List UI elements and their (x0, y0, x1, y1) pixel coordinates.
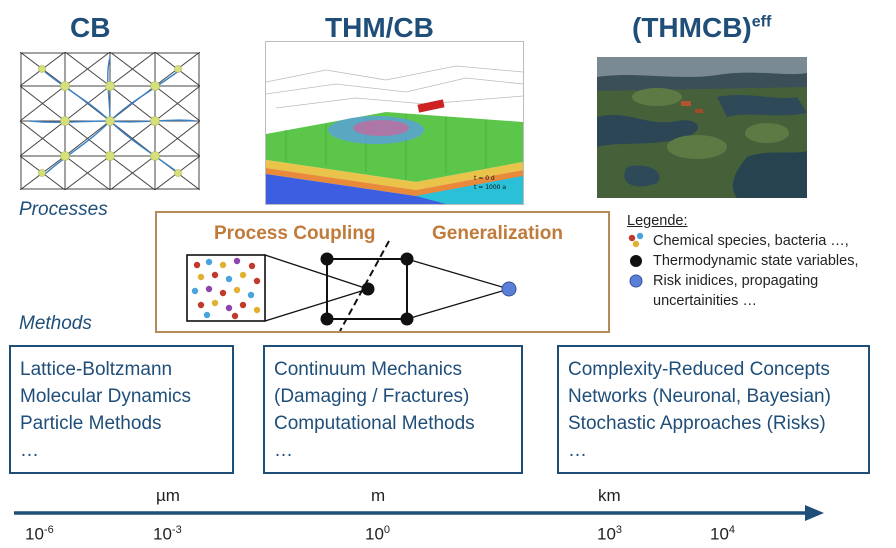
method-box-continuum: Continuum Mechanics (Damaging / Fracture… (263, 345, 523, 474)
legend-item: Chemical species, bacteria …, (627, 231, 895, 251)
method-line: … (274, 440, 293, 461)
method-line: (Damaging / Fractures) (274, 386, 470, 407)
thm-simulation-rendering: t = 0 d t = 1000 a (265, 41, 524, 205)
generalization-heading: Generalization (432, 223, 563, 244)
aerial-landscape-photo (597, 57, 807, 198)
legend-item: Risk inidices, propagating (627, 271, 895, 291)
tick-label: 100 (365, 524, 391, 544)
legend-item: uncertainities … (627, 291, 895, 311)
method-box-reduced: Complexity-Reduced Concepts Networks (Ne… (557, 345, 870, 474)
tick-label: 104 (710, 524, 736, 544)
processes-label: Processes (19, 199, 108, 220)
unit-meter: m (371, 486, 386, 505)
method-line: Computational Methods (274, 413, 475, 434)
colored-dots-icon (627, 231, 653, 251)
column-title-thmcb-eff: (THMCB)eff (632, 12, 772, 43)
method-line: … (568, 440, 587, 461)
legend-label: Risk inidices, propagating (653, 273, 819, 289)
blue-dot-icon (627, 271, 653, 291)
method-line: Particle Methods (20, 413, 162, 434)
legend-title: Legende: (627, 213, 688, 229)
legend-item: Thermodynamic state variables, (627, 251, 895, 271)
lattice-grid-illustration (20, 52, 200, 190)
method-line: Stochastic Approaches (Risks) (568, 413, 826, 434)
scale-arrow (14, 505, 824, 521)
tick-label: 10-6 (25, 524, 54, 544)
method-line: Molecular Dynamics (20, 386, 192, 407)
sim-time-end: t = 1000 a (474, 184, 506, 191)
methods-label: Methods (19, 313, 92, 334)
method-line: Complexity-Reduced Concepts (568, 359, 830, 380)
method-box-micro: Lattice-Boltzmann Molecular Dynamics Par… (9, 345, 234, 474)
tick-label: 103 (597, 524, 623, 544)
column-title-cb: CB (70, 12, 111, 43)
legend-label: Chemical species, bacteria …, (653, 233, 849, 249)
unit-kilometer: km (598, 486, 621, 505)
coupling-network-diagram (186, 240, 517, 331)
column-title-thm-cb: THM/CB (325, 12, 434, 43)
process-coupling-heading: Process Coupling (214, 223, 376, 244)
legend: Legende: Chemical species, bacteria …, T… (627, 213, 895, 311)
method-line: Lattice-Boltzmann (20, 359, 173, 380)
method-line: Continuum Mechanics (274, 359, 462, 380)
legend-label: uncertainities … (653, 293, 757, 309)
process-coupling-box: Process Coupling Generalization (155, 211, 610, 333)
method-line: Networks (Neuronal, Bayesian) (568, 386, 831, 407)
unit-micrometer: µm (156, 486, 180, 505)
sim-time-start: t = 0 d (474, 175, 495, 182)
method-line: … (20, 440, 39, 461)
black-dot-icon (627, 251, 653, 271)
tick-label: 10-3 (153, 524, 182, 544)
legend-label: Thermodynamic state variables, (653, 253, 859, 269)
